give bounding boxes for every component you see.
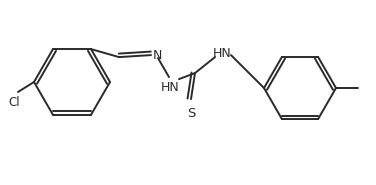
Text: HN: HN [213,47,232,60]
Text: HN: HN [161,81,180,94]
Text: N: N [153,49,162,62]
Text: Cl: Cl [8,96,20,109]
Text: S: S [187,107,195,120]
